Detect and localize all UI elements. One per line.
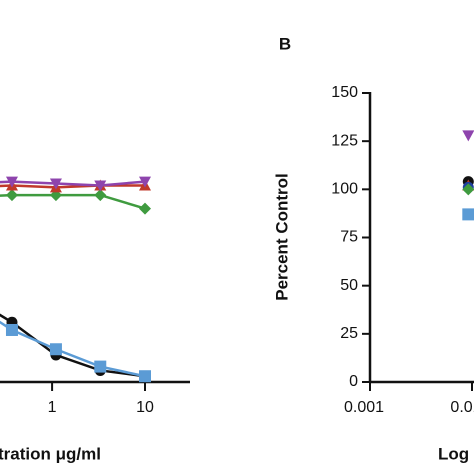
marker — [49, 343, 62, 356]
y-tick-label: 125 — [331, 132, 358, 149]
marker — [5, 189, 18, 202]
y-tick-label: 150 — [331, 84, 358, 101]
marker — [462, 130, 474, 142]
y-tick-label: 75 — [340, 229, 358, 246]
x-axis-label: Log — [438, 444, 469, 463]
marker — [139, 202, 152, 215]
marker — [5, 176, 18, 188]
y-tick-label: 25 — [340, 325, 358, 342]
marker — [462, 183, 474, 196]
marker — [94, 360, 107, 373]
panel-label: B — [279, 34, 291, 53]
series-line — [0, 193, 146, 210]
y-tick-label: 0 — [349, 373, 358, 390]
marker — [94, 189, 107, 202]
y-axis-label: Percent Control — [272, 173, 291, 301]
y-tick-label: 100 — [331, 181, 358, 198]
x-tick-label: 10 — [136, 399, 154, 416]
x-tick-label: 1 — [48, 399, 57, 416]
series-line — [0, 313, 146, 378]
marker — [139, 370, 152, 383]
y-tick-label: 50 — [340, 277, 358, 294]
marker — [139, 176, 152, 188]
series-line — [0, 184, 146, 189]
x-tick-label: 0.01 — [450, 399, 474, 416]
x-tick-label: 0.001 — [344, 399, 384, 416]
marker — [462, 208, 474, 221]
marker — [5, 323, 18, 336]
marker — [94, 180, 107, 192]
series-line — [0, 320, 146, 378]
x-axis-label: tration μg/ml — [0, 444, 101, 463]
marker — [49, 178, 62, 190]
